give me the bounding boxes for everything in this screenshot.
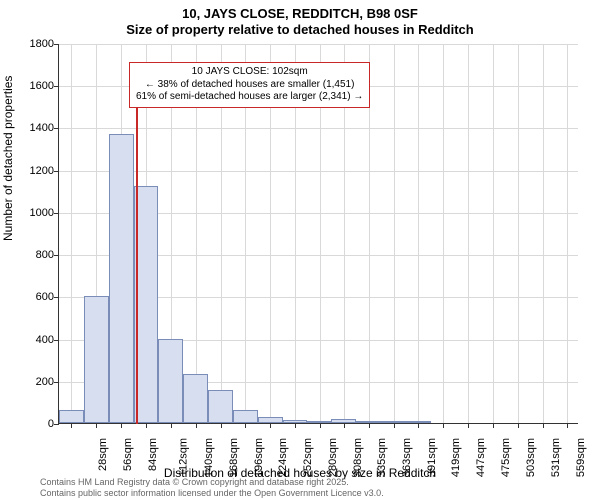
ytick-mark bbox=[54, 424, 59, 425]
xtick-mark bbox=[418, 423, 419, 428]
gridline-v bbox=[418, 44, 419, 423]
footer-line1: Contains HM Land Registry data © Crown c… bbox=[40, 477, 384, 487]
xtick-mark bbox=[493, 423, 494, 428]
xtick-label: 28sqm bbox=[97, 438, 109, 471]
footer-attribution: Contains HM Land Registry data © Crown c… bbox=[40, 477, 384, 498]
xtick-label: 112sqm bbox=[177, 438, 189, 476]
xtick-label: 140sqm bbox=[203, 438, 215, 477]
histogram-bar bbox=[381, 421, 406, 423]
xtick-mark bbox=[121, 423, 122, 428]
histogram-bar bbox=[283, 420, 308, 423]
xtick-mark bbox=[221, 423, 222, 428]
histogram-bar bbox=[307, 421, 332, 423]
ytick-label: 600 bbox=[14, 291, 54, 303]
xtick-mark bbox=[146, 423, 147, 428]
xtick-mark bbox=[71, 423, 72, 428]
xtick-mark bbox=[567, 423, 568, 428]
ytick-label: 1200 bbox=[14, 165, 54, 177]
marker-line bbox=[136, 104, 138, 424]
xtick-label: 531sqm bbox=[550, 438, 562, 477]
annotation-line3: 61% of semi-detached houses are larger (… bbox=[136, 91, 363, 104]
gridline-v bbox=[394, 44, 395, 423]
annotation-box: 10 JAYS CLOSE: 102sqm← 38% of detached h… bbox=[129, 62, 370, 108]
annotation-line2: ← 38% of detached houses are smaller (1,… bbox=[136, 79, 363, 92]
xtick-mark bbox=[543, 423, 544, 428]
xtick-label: 419sqm bbox=[451, 438, 463, 477]
xtick-mark bbox=[171, 423, 172, 428]
xtick-mark bbox=[443, 423, 444, 428]
xtick-label: 84sqm bbox=[147, 438, 159, 471]
histogram-bar bbox=[356, 421, 381, 423]
xtick-mark bbox=[196, 423, 197, 428]
gridline-v bbox=[443, 44, 444, 423]
y-axis-label: Number of detached properties bbox=[1, 76, 15, 241]
annotation-line1: 10 JAYS CLOSE: 102sqm bbox=[136, 66, 363, 79]
xtick-mark bbox=[320, 423, 321, 428]
xtick-mark bbox=[295, 423, 296, 428]
ytick-label: 400 bbox=[14, 334, 54, 346]
gridline-v bbox=[468, 44, 469, 423]
footer-line2: Contains public sector information licen… bbox=[40, 488, 384, 498]
chart-title-line1: 10, JAYS CLOSE, REDDITCH, B98 0SF bbox=[0, 6, 600, 21]
gridline-v bbox=[71, 44, 72, 423]
xtick-mark bbox=[394, 423, 395, 428]
gridline-v bbox=[518, 44, 519, 423]
xtick-label: 308sqm bbox=[352, 438, 364, 477]
xtick-mark bbox=[468, 423, 469, 428]
xtick-label: 335sqm bbox=[376, 438, 388, 477]
xtick-mark bbox=[344, 423, 345, 428]
xtick-label: 447sqm bbox=[475, 438, 487, 477]
histogram-bar bbox=[183, 374, 208, 423]
xtick-mark bbox=[245, 423, 246, 428]
gridline-v bbox=[567, 44, 568, 423]
xtick-mark bbox=[518, 423, 519, 428]
ytick-label: 200 bbox=[14, 376, 54, 388]
histogram-bar bbox=[331, 419, 356, 423]
xtick-label: 475sqm bbox=[500, 438, 512, 477]
histogram-bar bbox=[208, 390, 233, 423]
xtick-mark bbox=[369, 423, 370, 428]
chart-title-line2: Size of property relative to detached ho… bbox=[0, 22, 600, 37]
ytick-label: 1400 bbox=[14, 122, 54, 134]
xtick-label: 363sqm bbox=[401, 438, 413, 477]
xtick-label: 559sqm bbox=[575, 438, 587, 477]
xtick-label: 252sqm bbox=[302, 438, 314, 477]
histogram-bar bbox=[258, 417, 283, 423]
xtick-label: 224sqm bbox=[277, 438, 289, 477]
xtick-mark bbox=[270, 423, 271, 428]
histogram-bar bbox=[84, 296, 109, 423]
xtick-label: 280sqm bbox=[327, 438, 339, 477]
ytick-label: 1600 bbox=[14, 80, 54, 92]
xtick-mark bbox=[96, 423, 97, 428]
gridline-v bbox=[493, 44, 494, 423]
xtick-label: 196sqm bbox=[253, 438, 265, 477]
histogram-bar bbox=[233, 410, 258, 423]
histogram-bar bbox=[109, 134, 134, 423]
plot-area: 10 JAYS CLOSE: 102sqm← 38% of detached h… bbox=[58, 44, 578, 424]
xtick-label: 168sqm bbox=[228, 438, 240, 477]
ytick-label: 1000 bbox=[14, 207, 54, 219]
ytick-label: 1800 bbox=[14, 38, 54, 50]
histogram-bar bbox=[406, 421, 431, 423]
ytick-label: 0 bbox=[14, 418, 54, 430]
xtick-label: 56sqm bbox=[122, 438, 134, 471]
gridline-v bbox=[543, 44, 544, 423]
chart-container: 10, JAYS CLOSE, REDDITCH, B98 0SF Size o… bbox=[0, 0, 600, 500]
ytick-label: 800 bbox=[14, 249, 54, 261]
xtick-label: 391sqm bbox=[426, 438, 438, 477]
histogram-bar bbox=[158, 339, 183, 423]
xtick-label: 503sqm bbox=[525, 438, 537, 477]
histogram-bar bbox=[59, 410, 84, 423]
gridline-h bbox=[59, 44, 578, 45]
